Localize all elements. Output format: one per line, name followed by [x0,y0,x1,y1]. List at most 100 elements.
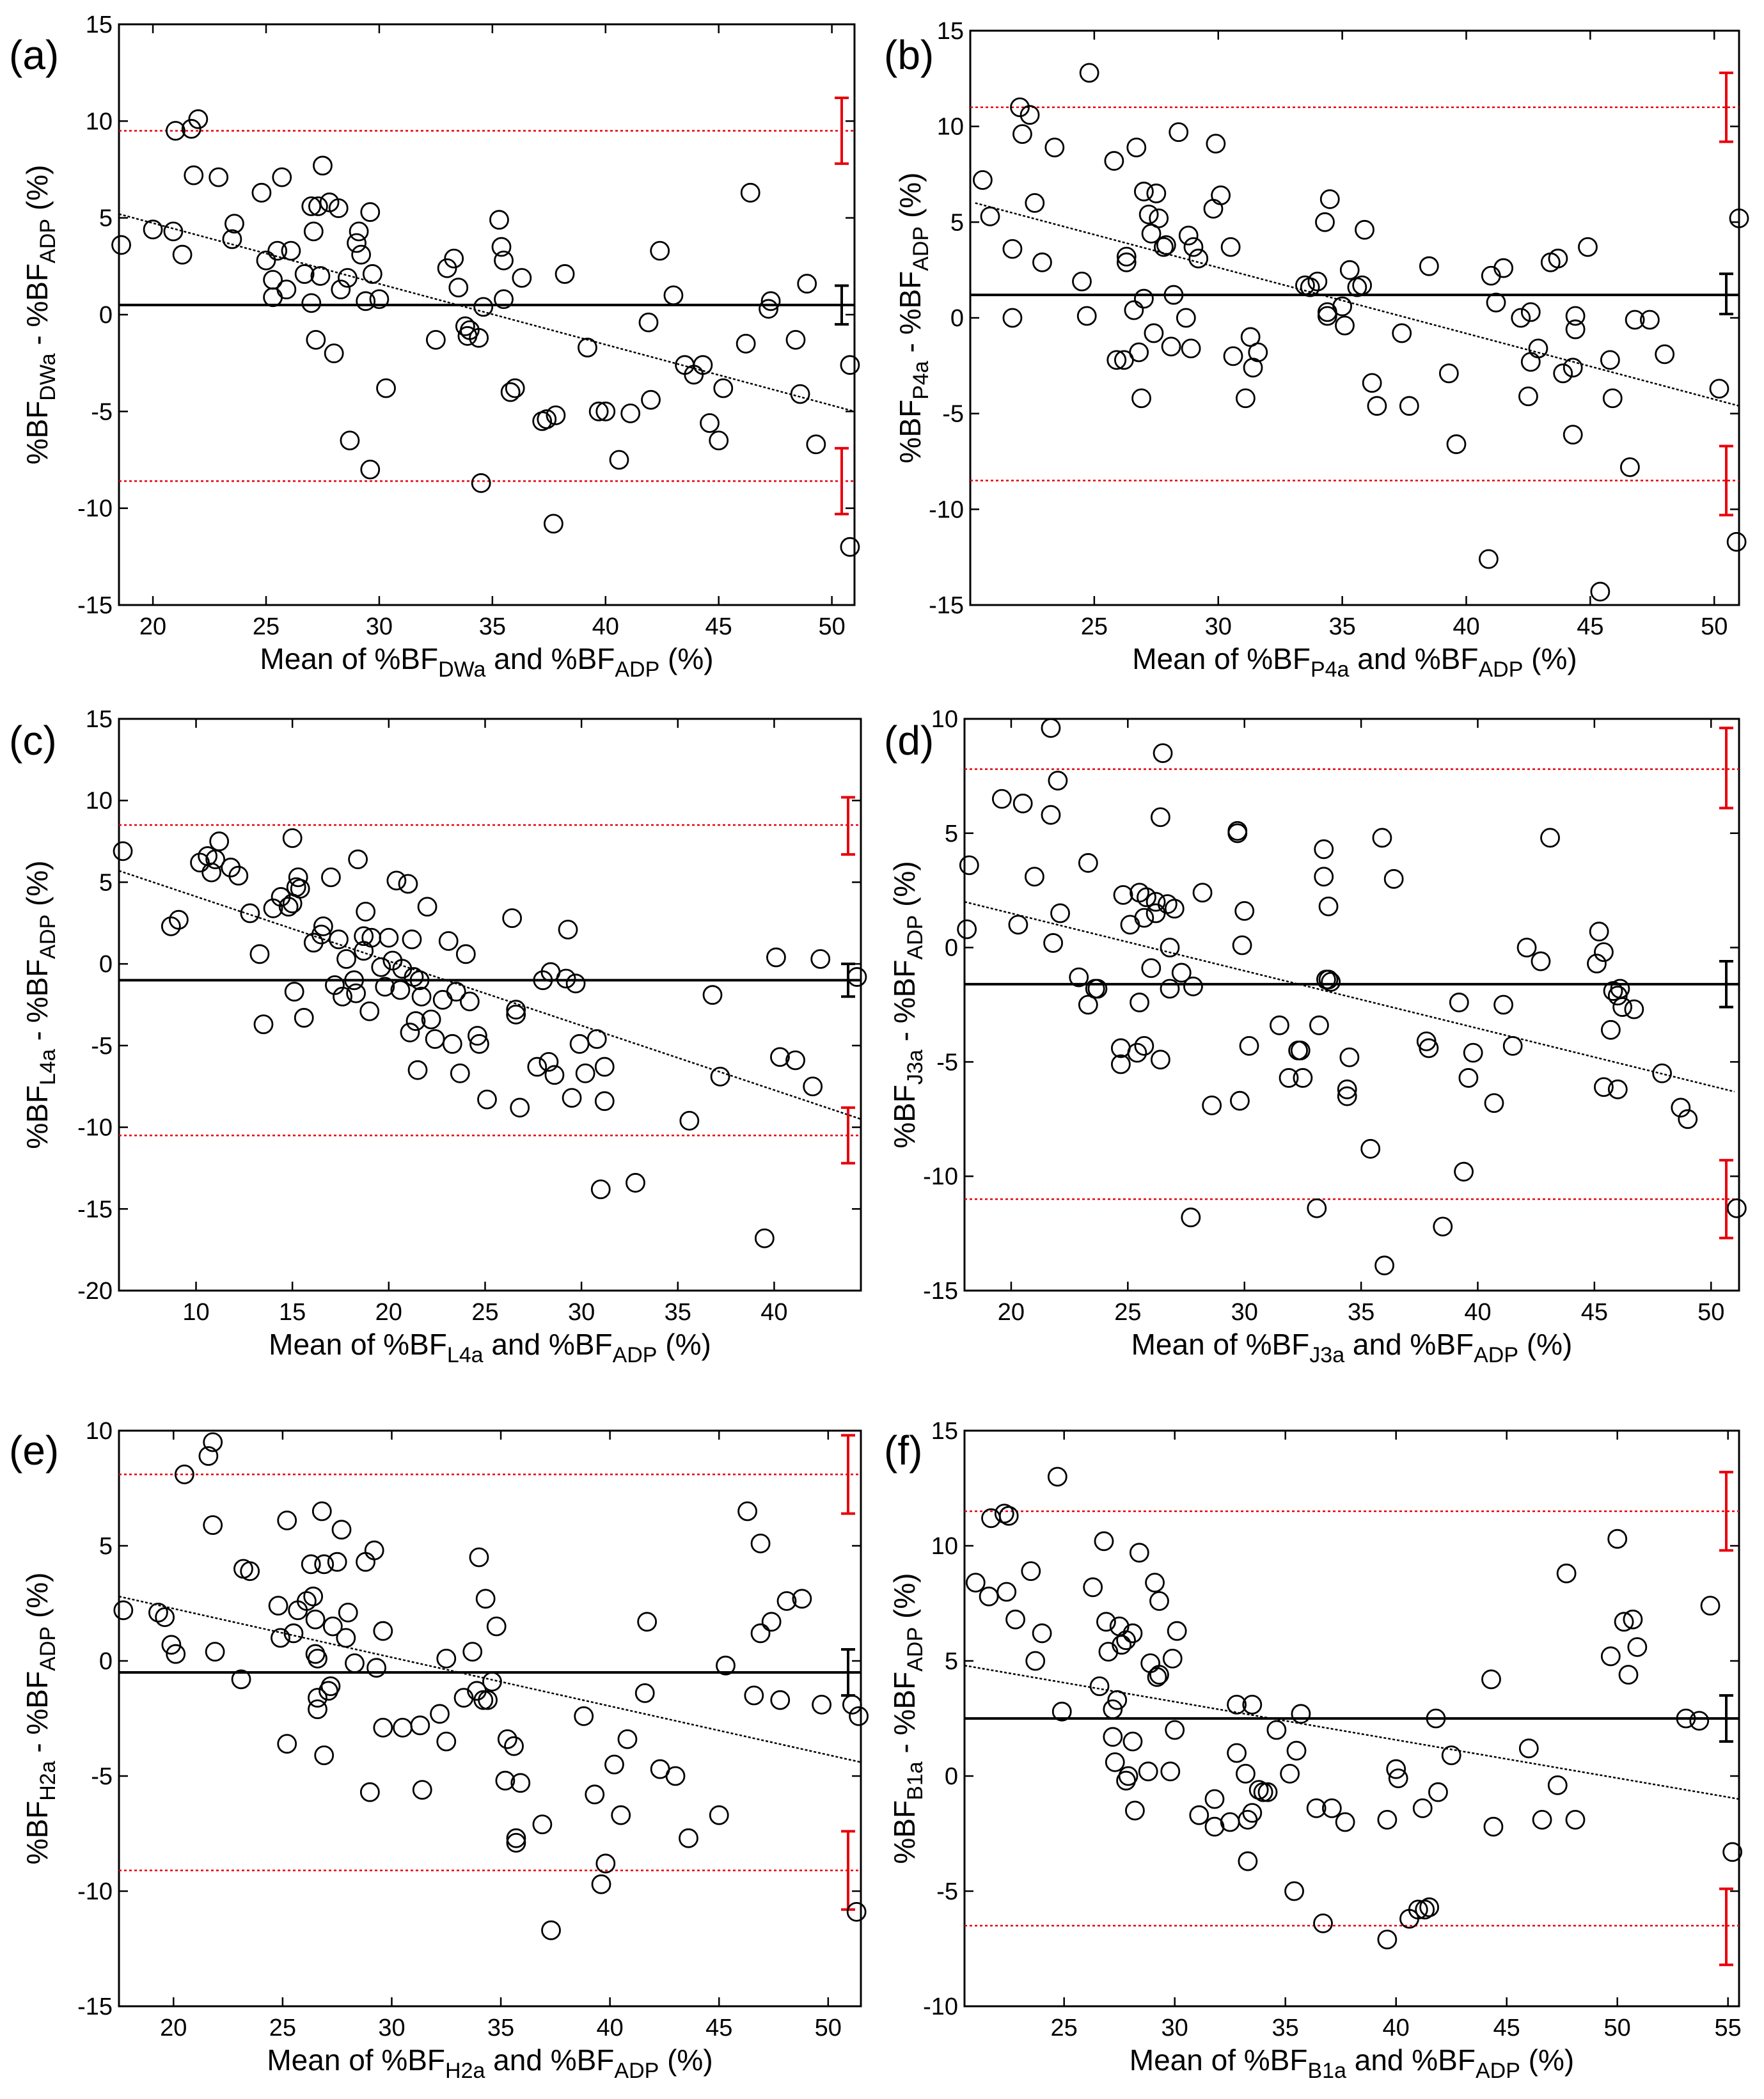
data-point [161,916,181,936]
data-point [1623,1609,1643,1630]
data-point [700,413,720,433]
data-point [188,109,209,129]
y-tick-label: 0 [99,951,113,978]
data-point [1025,867,1044,887]
y-label-text: %BF [894,400,927,464]
data-point [1076,306,1097,326]
data-point [1520,302,1541,322]
data-point [1518,386,1538,407]
y-tick-label: 10 [931,1533,958,1560]
data-point [497,1729,517,1749]
data-point [495,1770,516,1791]
data-point [249,944,270,964]
data-point [1189,1805,1209,1825]
y-label-text: (%) [20,1573,54,1626]
data-point [1181,338,1201,359]
data-point [1020,105,1040,125]
x-tick-label: 25 [1051,2015,1078,2041]
x-label-text: (%) [659,642,713,675]
data-point [306,329,326,350]
data-point [277,1734,297,1754]
data-point [994,1504,1014,1524]
data-point [1293,1068,1313,1088]
x-tick-label: 20 [139,613,166,640]
data-point [364,1540,384,1560]
data-point [469,1034,489,1054]
data-point [539,1052,559,1072]
x-tick-label: 35 [1348,1299,1374,1326]
data-point [1129,342,1149,363]
data-point [379,927,399,948]
data-point [278,897,299,917]
data-point [1286,1740,1307,1761]
x-label-subscript: ADP [613,1343,658,1367]
data-point [803,1076,823,1097]
y-tick-label: -15 [77,592,113,619]
data-point [679,1828,698,1848]
data-point [510,1097,530,1118]
data-point [761,1612,782,1632]
data-point [1235,388,1256,409]
y-tick-label: -15 [929,592,964,619]
data-point [1089,1676,1110,1697]
data-point [750,1533,771,1553]
data-point [1137,887,1156,908]
data-point [1150,807,1170,828]
y-label-text: (%) [888,1573,921,1627]
panel-label: (c) [9,718,57,764]
data-point [759,299,778,319]
data-point [276,279,297,300]
data-point [506,1004,526,1025]
data-point [1178,225,1199,246]
data-point [1590,581,1610,602]
data-point [1181,1207,1201,1227]
data-point [546,405,566,425]
data-point [308,1688,327,1708]
y-axis-label: %BFDWa - %BFADP (%) [20,165,60,465]
x-tick-label: 50 [1697,1299,1724,1326]
data-point [527,1057,547,1077]
data-point [1140,1653,1161,1674]
data-point [1124,300,1144,320]
data-point [1167,1621,1187,1641]
x-label-text: and %BF [1344,1328,1474,1361]
x-label-text: Mean of %BF [260,642,438,675]
x-tick-label: 20 [160,2015,187,2041]
y-axis-label: %BFL4a - %BFADP (%) [20,860,60,1149]
data-point [155,1607,175,1628]
data-point [1602,388,1623,409]
data-point [1110,1054,1131,1074]
data-point [510,1773,531,1793]
data-point [166,1644,186,1664]
data-point [161,1635,182,1655]
data-point [1134,288,1154,309]
data-point [469,327,489,348]
y-label-subscript: ADP [903,1627,927,1672]
panel-e: (e) -15 -10 -5 0 5 10 20 25 30 35 40 45 50 Mean of %BF… [9,1418,869,2083]
data-point [491,237,512,257]
data-point [1607,1529,1628,1549]
data-point [471,473,491,493]
data-point [198,1446,219,1466]
data-point [1230,1090,1250,1111]
data-point [760,291,781,311]
data-point [354,926,374,947]
data-point [1441,1745,1461,1766]
data-point [849,1706,869,1726]
x-tick-label: 45 [705,613,732,640]
y-label-text: (%) [20,860,54,914]
data-point [1315,212,1335,232]
x-label-subscript: ADP [1474,1343,1518,1367]
data-point [959,855,979,876]
data-point [437,258,457,278]
data-point [371,957,391,977]
data-point [1138,204,1159,224]
data-point [1528,338,1548,359]
data-point [1220,1812,1240,1832]
data-point [473,1690,494,1710]
data-point [537,409,557,429]
data-point [569,1034,590,1054]
y-axis-label: %BFH2a - %BFADP (%) [20,1573,60,1865]
data-point [166,121,185,141]
